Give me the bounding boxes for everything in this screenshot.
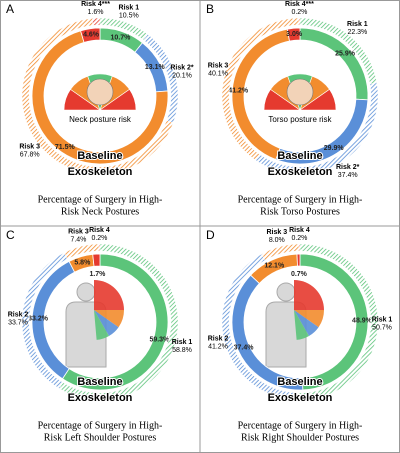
inset-wedge: [294, 310, 324, 328]
category-label: Risk 3: [68, 228, 89, 235]
caption: Percentage of Surgery in High-: [238, 420, 363, 431]
value-label: 29.9%: [324, 145, 345, 152]
value-label: 12.1%: [264, 262, 285, 269]
value-label: 71.5%: [55, 144, 76, 151]
inset-wedge: [99, 88, 137, 111]
caption: Percentage of Surgery in High-: [38, 194, 163, 205]
panel: A Neck posture risk 10.7% 13.1% 71.5% 4.6% Ris…: [6, 1, 194, 217]
outer-value-label: 22.3%: [347, 29, 367, 36]
value-label: 4.6%: [83, 31, 100, 38]
caption: Percentage of Surgery in High-: [238, 194, 363, 205]
inset-wedge: [94, 310, 119, 336]
series-name: Baseline: [277, 150, 322, 162]
panel: D 48.9% 37.4% 12.1% 0.7% Risk 150.7% Risk 241.…: [206, 227, 392, 443]
outer-value-label: 33.7%: [8, 320, 28, 327]
series-name: Exoskeleton: [268, 392, 333, 404]
value-label: 3.0%: [286, 31, 303, 38]
value-label: 1.7%: [89, 271, 106, 278]
category-label: Risk 1: [119, 5, 140, 12]
outer-value-label: 37.4%: [338, 172, 358, 179]
value-label: 48.9%: [352, 318, 373, 325]
outer-segment: [298, 243, 301, 252]
outer-value-label: 8.0%: [269, 237, 285, 244]
series-name: Exoskeleton: [268, 166, 333, 178]
inset-head: [286, 78, 314, 106]
outer-value-label: 1.6%: [88, 9, 104, 16]
caption: Risk Left Shoulder Postures: [44, 432, 157, 443]
panel-letter: D: [206, 228, 215, 242]
series-name: Baseline: [277, 376, 322, 388]
value-label: 33.2%: [28, 315, 49, 322]
outer-value-label: 40.1%: [208, 71, 228, 78]
inset-wedge: [294, 280, 324, 310]
panel: C 59.3% 33.2% 5.8% 1.7% Risk 158.8% Risk 233.7…: [6, 227, 192, 443]
category-label: Risk 4***: [285, 1, 314, 8]
series-name: Baseline: [77, 150, 122, 162]
inner-segment: [80, 27, 101, 43]
caption: Risk Right Shoulder Postures: [241, 432, 359, 443]
category-label: Risk 3: [266, 229, 287, 236]
outer-value-label: 20.1%: [172, 72, 192, 79]
outer-segment: [298, 17, 301, 26]
value-label: 37.4%: [234, 344, 255, 351]
panel-letter: B: [206, 2, 214, 16]
value-label: 25.9%: [335, 50, 356, 57]
panel-letter: A: [6, 2, 14, 16]
outer-segment: [91, 17, 101, 26]
category-label: Risk 4: [89, 227, 110, 234]
inset-label: Torso posture risk: [268, 115, 332, 124]
value-label: 10.7%: [111, 34, 132, 41]
outer-value-label: 0.2%: [291, 235, 307, 242]
category-label: Risk 4***: [81, 1, 110, 8]
value-label: 13.1%: [145, 64, 166, 71]
outer-value-label: 10.5%: [119, 13, 139, 20]
outer-value-label: 0.2%: [91, 235, 107, 242]
category-label: Risk 2*: [336, 164, 360, 171]
outer-value-label: 50.7%: [372, 325, 392, 332]
panel-letter: C: [6, 228, 15, 242]
caption: Percentage of Surgery in High-: [38, 420, 163, 431]
inset-wedge: [94, 280, 124, 310]
outer-value-label: 67.8%: [20, 151, 40, 158]
outer-segment: [98, 243, 101, 252]
inset-head: [276, 282, 296, 302]
category-label: Risk 2*: [170, 64, 194, 71]
outer-value-label: 58.8%: [172, 347, 192, 354]
category-label: Risk 3: [19, 143, 40, 150]
inset-wedge: [294, 310, 319, 336]
outer-value-label: 0.2%: [291, 9, 307, 16]
series-name: Exoskeleton: [68, 392, 133, 404]
inset-wedge: [94, 310, 109, 340]
inner-segment: [286, 27, 301, 42]
caption: Risk Neck Postures: [61, 206, 139, 217]
category-label: Risk 1: [372, 317, 393, 324]
outer-value-label: 7.4%: [70, 236, 86, 243]
value-label: 41.2%: [228, 87, 249, 94]
outer-value-label: 41.2%: [208, 344, 228, 351]
inner-segment: [296, 253, 301, 267]
panel: B Torso posture risk 25.9% 29.9% 41.2% 3.0% Ri…: [206, 1, 379, 217]
inset-wedge: [94, 310, 124, 328]
category-label: Risk 1: [347, 21, 368, 28]
inset-label: Neck posture risk: [69, 115, 132, 124]
category-label: Risk 2: [8, 312, 29, 319]
inset-head: [86, 78, 114, 106]
series-name: Baseline: [77, 376, 122, 388]
inset-wedge: [299, 88, 337, 111]
value-label: 59.3%: [149, 337, 170, 344]
value-label: 0.7%: [291, 271, 308, 278]
category-label: Risk 1: [172, 339, 193, 346]
inset-wedge: [294, 310, 309, 340]
series-name: Exoskeleton: [68, 166, 133, 178]
category-label: Risk 4: [289, 227, 310, 234]
value-label: 5.8%: [74, 259, 91, 266]
category-label: Risk 3: [208, 63, 229, 70]
category-label: Risk 2: [208, 336, 229, 343]
caption: Risk Torso Postures: [260, 206, 340, 217]
inner-segment: [92, 253, 101, 267]
inset-head: [76, 282, 96, 302]
